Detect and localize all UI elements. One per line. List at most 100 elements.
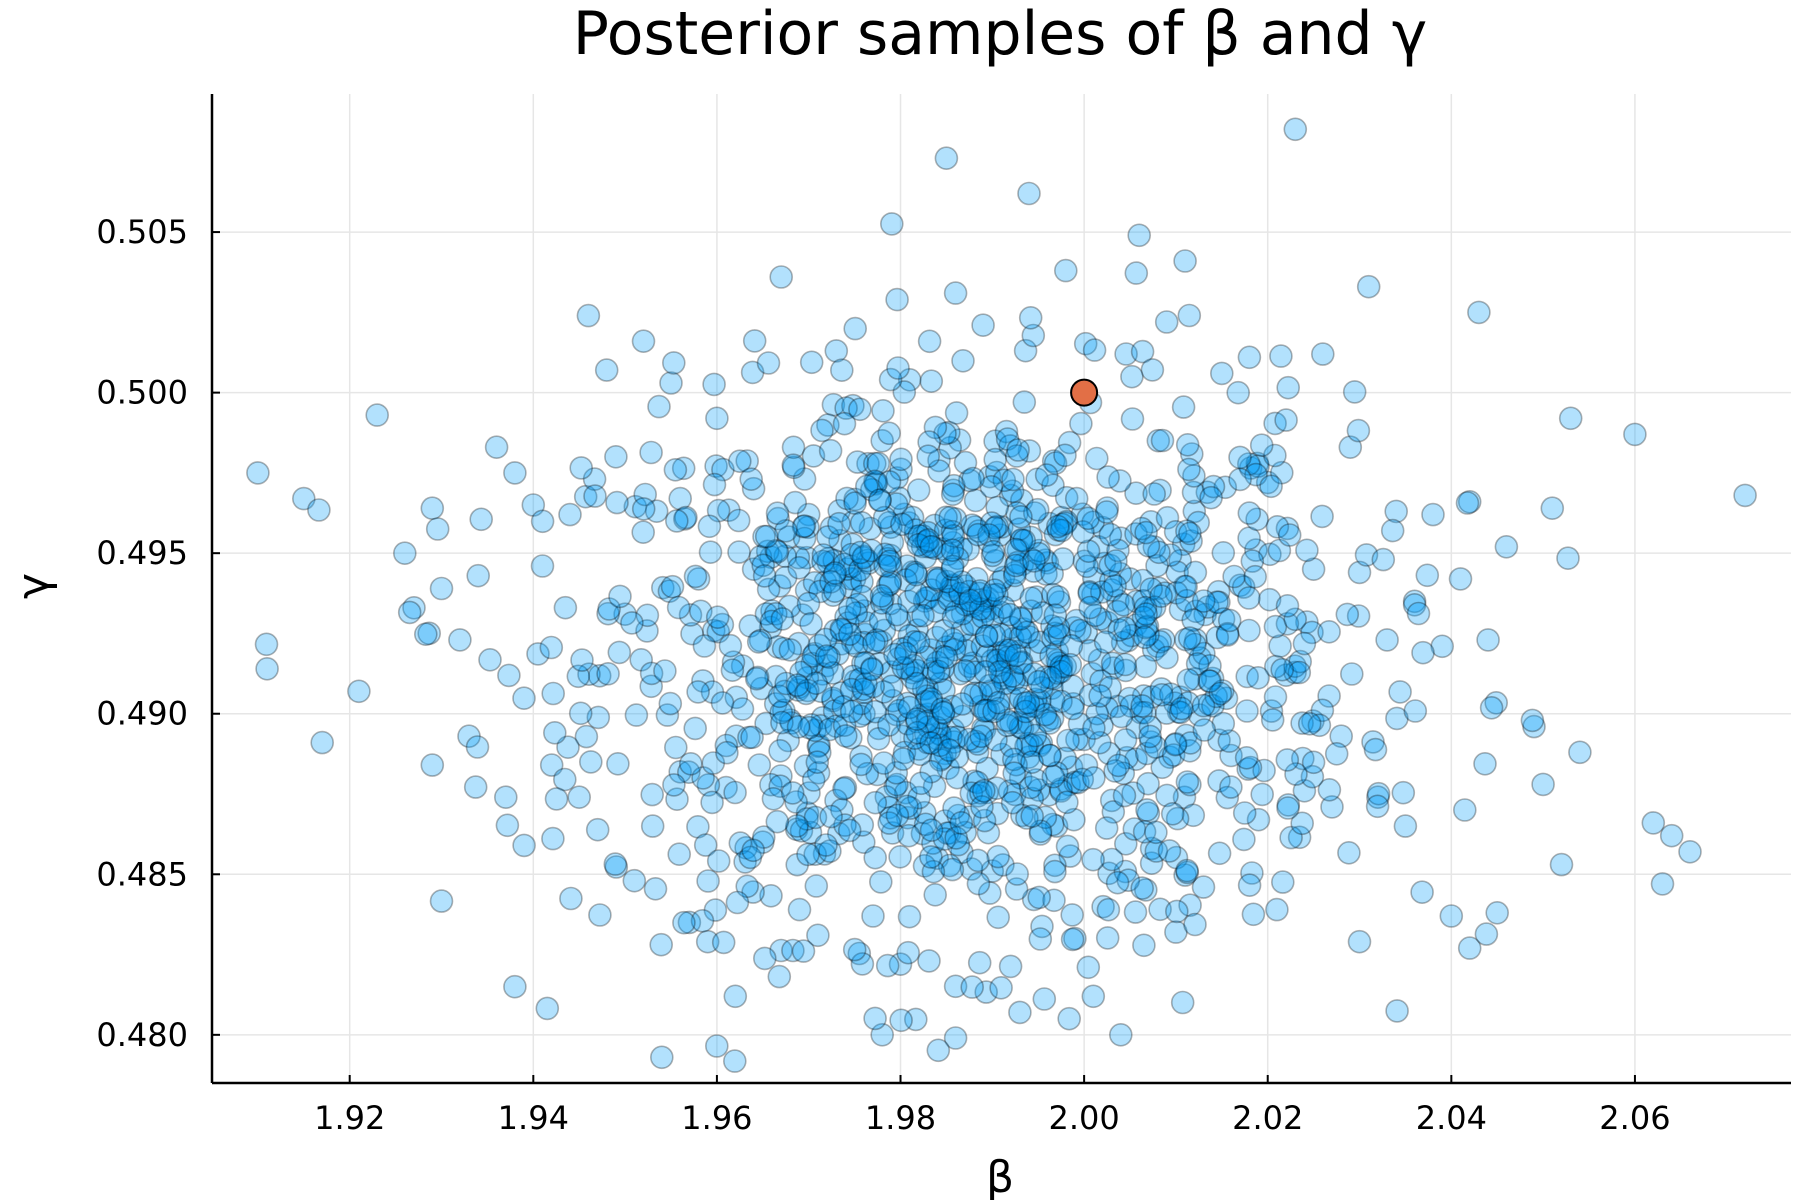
data-point [1124, 613, 1149, 637]
data-point [1181, 803, 1206, 828]
data-point [1099, 578, 1124, 602]
data-point [1191, 589, 1216, 613]
data-point [1166, 700, 1191, 724]
data-point [457, 724, 481, 749]
data-point [794, 653, 819, 678]
data-point [1053, 511, 1078, 536]
data-point [921, 831, 945, 855]
data-point [1028, 688, 1052, 713]
data-point [1021, 887, 1046, 912]
data-point [979, 474, 1004, 499]
data-point [998, 483, 1023, 508]
data-point [530, 554, 555, 578]
data-point [653, 659, 677, 683]
data-point [854, 611, 879, 635]
data-point [724, 685, 749, 710]
data-point [726, 508, 751, 533]
data-point [1196, 595, 1220, 619]
data-point [1013, 699, 1038, 724]
data-point [830, 798, 854, 822]
data-point [976, 820, 1001, 845]
data-point [1130, 568, 1155, 593]
data-point [953, 574, 978, 598]
data-point [307, 498, 331, 522]
data-point [1191, 875, 1216, 899]
data-point [884, 492, 909, 516]
data-point [657, 579, 682, 604]
data-point [1406, 601, 1431, 626]
data-point [1060, 696, 1085, 721]
data-point [1178, 772, 1202, 797]
data-point [1059, 633, 1084, 658]
data-point [760, 599, 784, 623]
data-point [868, 608, 893, 633]
data-point [866, 726, 891, 751]
data-point [818, 438, 843, 463]
data-point [989, 600, 1014, 625]
data-point [1136, 771, 1160, 796]
data-point [914, 645, 938, 670]
data-point [1113, 652, 1137, 677]
data-point [790, 603, 815, 627]
data-point [1275, 611, 1300, 636]
data-point [998, 954, 1023, 979]
data-point [1033, 702, 1058, 727]
data-point [1046, 585, 1070, 609]
data-point [291, 486, 316, 511]
data-point [1175, 858, 1199, 883]
data-point [1013, 662, 1038, 687]
data-point [971, 778, 996, 803]
data-point [892, 740, 917, 765]
data-point [966, 848, 990, 873]
data-point [942, 730, 966, 754]
data-point [495, 813, 520, 838]
data-point [1292, 631, 1317, 656]
data-point [1295, 538, 1319, 563]
data-point [861, 904, 885, 928]
data-point [1263, 685, 1288, 709]
data-point [1113, 616, 1137, 640]
data-point [801, 768, 826, 792]
data-point [827, 511, 851, 536]
data-point [791, 514, 816, 539]
data-point [925, 846, 950, 871]
data-point [893, 641, 918, 666]
data-point [556, 735, 580, 760]
data-point [905, 709, 929, 734]
data-point [992, 595, 1016, 620]
data-point [852, 701, 876, 726]
data-point [1168, 548, 1192, 573]
data-point [1494, 534, 1519, 559]
data-point [1090, 580, 1114, 604]
data-point [738, 614, 763, 638]
data-point [655, 703, 680, 727]
data-point [1035, 708, 1060, 733]
data-point [1161, 743, 1186, 767]
data-point [911, 603, 935, 628]
data-point [817, 717, 842, 742]
data-point [1065, 727, 1089, 752]
data-point [1006, 538, 1031, 562]
data-point [1075, 554, 1099, 579]
data-point [705, 406, 729, 431]
data-point [916, 585, 941, 610]
data-point [1125, 715, 1150, 740]
data-point [916, 444, 941, 469]
data-point [680, 621, 704, 646]
data-point [950, 840, 974, 865]
data-point [1088, 684, 1112, 708]
data-point [1263, 614, 1288, 639]
data-point [930, 536, 955, 561]
data-point [795, 678, 820, 703]
data-point [806, 760, 831, 785]
data-point [1083, 603, 1107, 628]
data-point [935, 821, 960, 846]
data-point [1283, 660, 1307, 685]
data-point [716, 498, 741, 523]
data-point [1054, 258, 1078, 283]
data-point [1163, 519, 1188, 544]
data-point [912, 853, 937, 878]
data-point [1023, 501, 1047, 525]
data-point [946, 803, 971, 828]
data-point [860, 656, 884, 681]
